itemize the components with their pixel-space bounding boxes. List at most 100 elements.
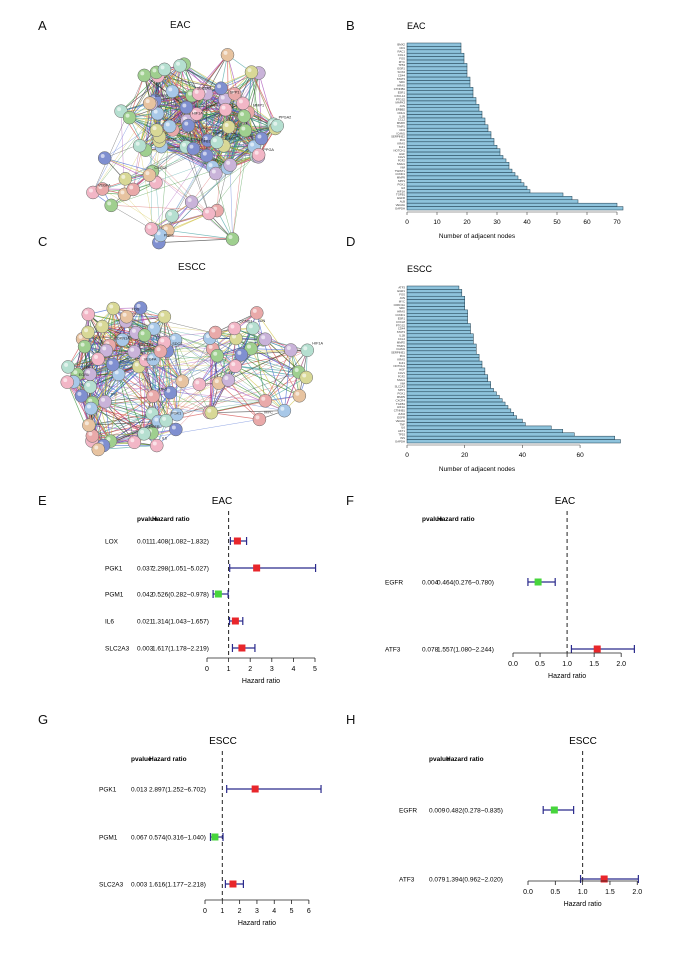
node-highlight xyxy=(223,50,228,55)
node-highlight xyxy=(94,445,99,450)
bar-label-hras: HRAS xyxy=(397,84,405,88)
network-edge xyxy=(145,149,210,214)
network-edge xyxy=(182,348,213,382)
network-edge xyxy=(88,421,159,426)
hr-marker-pgm1 xyxy=(211,833,219,841)
network-node xyxy=(118,172,133,186)
bar-serpine1 xyxy=(406,134,492,139)
node-label: PPGA xyxy=(263,148,274,152)
network-edge xyxy=(228,338,237,381)
network-node xyxy=(237,109,251,123)
bar-label-egr1: EGR1 xyxy=(397,67,405,71)
x-axis-label: Hazard ratio xyxy=(548,673,586,680)
bar-label-jun: JUN xyxy=(400,104,405,108)
node-label: FOS xyxy=(132,308,140,312)
bar-label-cdh1: CDH1 xyxy=(397,111,405,115)
node-highlight xyxy=(86,404,91,409)
network-edge xyxy=(88,331,136,334)
bar-il1b xyxy=(406,114,483,119)
bar-src xyxy=(406,80,471,85)
bar-label-egfr: EGFR xyxy=(397,196,405,200)
node-highlight xyxy=(84,328,89,333)
pvalue-header: pvalue xyxy=(429,756,450,763)
bar-label-tp53: TP53 xyxy=(398,63,405,67)
pvalue-header: pvalue xyxy=(137,516,158,523)
x-tick-label: 0.0 xyxy=(523,889,533,896)
bar-label-igf1: IGF1 xyxy=(399,361,406,365)
bar-mapk3 xyxy=(406,100,477,105)
pvalue-egfr: 0.004 xyxy=(422,580,439,587)
bar-cdkn1a xyxy=(406,302,465,307)
bar-label-spp1: SPP1 xyxy=(398,179,406,183)
node-highlight xyxy=(125,113,130,118)
hr-marker-egfr xyxy=(550,806,558,814)
node-highlight xyxy=(207,408,212,413)
bar-label-kras: KRAS xyxy=(397,142,405,146)
bar-cd1 xyxy=(406,46,462,51)
pvalue-lox: 0.011 xyxy=(137,539,153,546)
node-highlight xyxy=(152,126,157,131)
bar-cxcr4 xyxy=(406,398,503,403)
x-tick-label: 1.0 xyxy=(578,889,588,896)
hr-marker-lox xyxy=(233,537,241,545)
bar-label-hras: HRAS xyxy=(397,310,405,314)
bar-vegfa xyxy=(406,202,618,207)
network-node xyxy=(106,301,120,316)
bar-label-mmp9: MMP9 xyxy=(397,176,406,180)
node-highlight xyxy=(114,370,119,375)
bar-igf1 xyxy=(406,360,483,365)
bar-mmp9 xyxy=(406,175,519,180)
network-node xyxy=(95,319,110,334)
bar-label-rac1: RAC1 xyxy=(398,50,406,54)
bar-il6 xyxy=(406,425,552,430)
bar-label-mapk3: MAPK3 xyxy=(396,101,406,105)
panel-letter-a: A xyxy=(38,18,47,33)
bar-label-snai1: SNAI1 xyxy=(397,162,406,166)
gene-label-pgk1: PGK1 xyxy=(99,787,117,794)
node-highlight xyxy=(232,334,237,339)
gene-label-slc2a3: SLC2A3 xyxy=(99,882,124,889)
node-highlight xyxy=(109,304,114,309)
node-label: PGK1 xyxy=(171,412,181,416)
network-edge xyxy=(228,379,266,402)
node-label: JUN xyxy=(258,319,266,323)
node-highlight xyxy=(211,328,216,333)
bar-cd44 xyxy=(406,326,471,331)
node-highlight xyxy=(84,421,89,426)
bar-label-fos: FOS xyxy=(399,293,405,297)
x-axis-label: Hazard ratio xyxy=(564,901,602,908)
x-tick-label: 3 xyxy=(270,666,274,673)
node-highlight xyxy=(224,122,229,127)
x-tick-label: 0 xyxy=(405,219,409,226)
network-node xyxy=(91,442,106,457)
bar-label-vegfa: VEGFA xyxy=(396,203,405,207)
bar-tgfb1 xyxy=(406,401,506,406)
gene-label-pgm1: PGM1 xyxy=(99,835,118,842)
x-tick-label: 1 xyxy=(227,666,231,673)
node-highlight xyxy=(102,346,107,351)
network-node xyxy=(142,168,157,182)
panel-letter-d: D xyxy=(346,234,356,249)
bar-label-kras: KRAS xyxy=(397,357,405,361)
network-edge xyxy=(92,72,157,193)
node-highlight xyxy=(101,397,106,402)
node-highlight xyxy=(241,126,246,131)
bar-label-fgf2: FGF2 xyxy=(398,374,406,378)
x-tick-label: 2.0 xyxy=(632,889,642,896)
network-edge xyxy=(145,360,178,415)
node-label: VEGFA xyxy=(98,183,111,187)
node-highlight xyxy=(226,160,231,165)
network-edge xyxy=(251,72,262,139)
node-highlight xyxy=(171,335,176,340)
pvalue-il6: 0.021 xyxy=(137,619,154,626)
node-highlight xyxy=(247,68,252,73)
bar-notch1 xyxy=(406,364,483,369)
x-tick-label: 10 xyxy=(433,219,441,226)
bar-il6 xyxy=(406,185,528,190)
bar-ccl2 xyxy=(406,117,486,122)
node-highlight xyxy=(108,360,113,365)
network-edge xyxy=(88,364,114,426)
bar-ctnnb1 xyxy=(406,408,512,413)
bar-ccnd1 xyxy=(406,313,468,317)
node-highlight xyxy=(182,103,187,108)
